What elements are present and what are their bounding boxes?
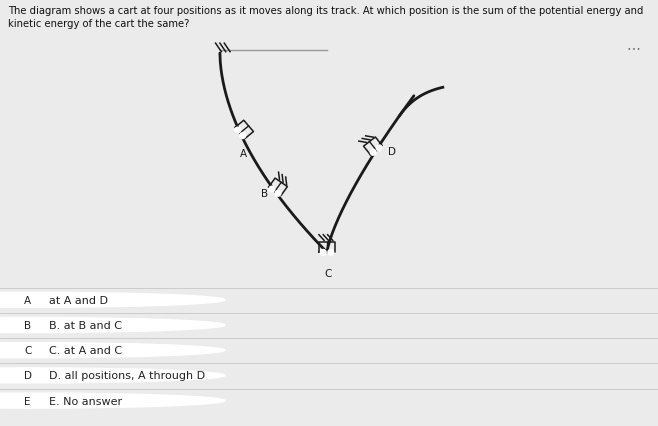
Text: A: A xyxy=(24,295,31,305)
Text: D. all positions, A through D: D. all positions, A through D xyxy=(49,371,205,380)
Circle shape xyxy=(235,128,241,133)
Text: D: D xyxy=(24,371,32,380)
Circle shape xyxy=(0,343,225,358)
Circle shape xyxy=(240,133,245,139)
Text: at A and D: at A and D xyxy=(49,295,109,305)
Text: B. at B and C: B. at B and C xyxy=(49,320,122,330)
Circle shape xyxy=(269,187,275,193)
Text: D: D xyxy=(388,147,396,156)
Circle shape xyxy=(0,368,225,383)
Circle shape xyxy=(0,393,225,408)
Circle shape xyxy=(320,250,326,256)
Text: C: C xyxy=(325,268,332,278)
Text: The diagram shows a cart at four positions as it moves along its track. At which: The diagram shows a cart at four positio… xyxy=(8,6,644,16)
Circle shape xyxy=(0,293,225,308)
Circle shape xyxy=(328,250,334,256)
Circle shape xyxy=(376,146,382,151)
Circle shape xyxy=(0,318,225,333)
Text: B: B xyxy=(261,189,268,199)
Circle shape xyxy=(370,150,376,156)
Text: kinetic energy of the cart the same?: kinetic energy of the cart the same? xyxy=(8,19,190,29)
Text: C: C xyxy=(24,345,32,355)
Circle shape xyxy=(275,191,281,197)
Text: A: A xyxy=(240,149,247,159)
Text: ⋯: ⋯ xyxy=(626,41,640,55)
Text: B: B xyxy=(24,320,31,330)
Text: C. at A and C: C. at A and C xyxy=(49,345,122,355)
Text: E: E xyxy=(24,396,31,406)
Text: E. No answer: E. No answer xyxy=(49,396,122,406)
